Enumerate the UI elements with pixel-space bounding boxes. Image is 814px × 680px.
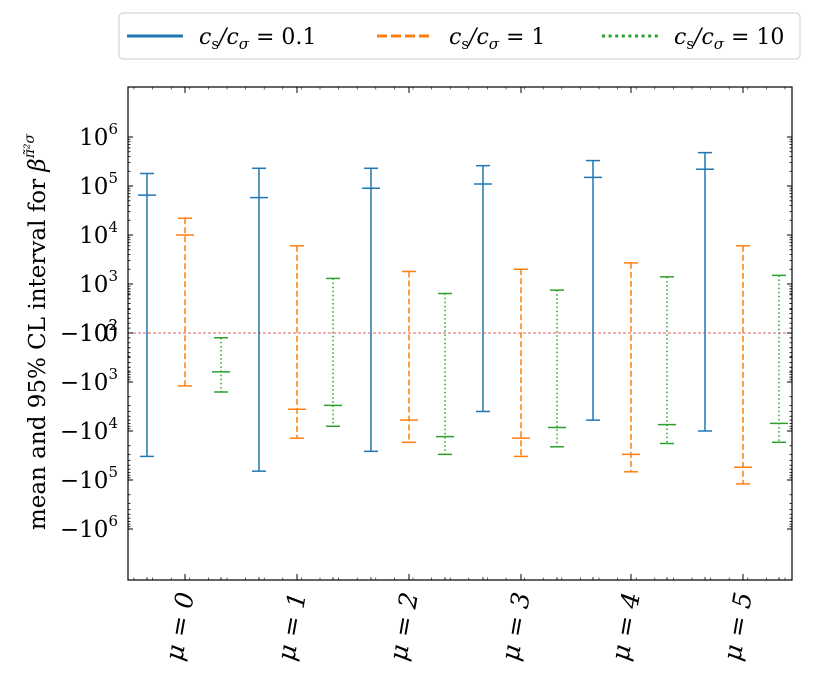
errorbar-2-3: [548, 289, 566, 448]
legend-entry-2: cs/cσ = 10: [602, 25, 784, 53]
y-tick-label: 105: [79, 169, 118, 200]
errorbar-2-0: [212, 336, 230, 393]
errorbar-0-2: [362, 167, 380, 453]
legend-entry-1: cs/cσ = 1: [377, 25, 545, 53]
legend: cs/cσ = 0.1 cs/cσ = 1 cs/cσ = 10: [118, 12, 801, 60]
errorbar-0-5: [696, 151, 714, 432]
errorbar-2-1: [324, 277, 342, 428]
plot-area: [127, 86, 793, 581]
x-tick-label: μ = 5: [717, 590, 758, 663]
y-tick-label: −104: [60, 414, 118, 445]
errorbar-2-5: [770, 274, 788, 444]
errorbar-0-1: [250, 167, 268, 472]
y-tick-label: 106: [79, 120, 118, 151]
legend-entry-0: cs/cσ = 0.1: [127, 25, 316, 53]
x-tick-label: μ = 0: [159, 590, 200, 663]
x-tick-label: μ = 3: [495, 590, 536, 663]
errorbar-1-0: [176, 217, 194, 387]
x-tick-label: μ = 2: [383, 590, 424, 663]
y-tick-label: 103: [79, 267, 118, 298]
y-axis-label: mean and 95% CL interval for βπ̃²σ: [22, 133, 51, 530]
legend-label: cs/cσ = 0.1: [199, 25, 316, 53]
legend-box: [118, 12, 801, 60]
y-tick-label: −105: [60, 463, 118, 494]
errorbar-0-0: [138, 172, 156, 458]
y-tick-label: 104: [79, 218, 118, 249]
errorbar-2-4: [658, 276, 676, 445]
y-tick-label: −106: [60, 512, 118, 543]
errorbar-1-5: [734, 245, 752, 485]
errorbar-1-4: [622, 262, 640, 473]
legend-label: cs/cσ = 1: [449, 25, 545, 53]
errorbar-0-4: [584, 159, 602, 421]
y-tick-label: 102: [79, 316, 118, 347]
x-tick-label: μ = 4: [605, 590, 646, 663]
x-tick-label: μ = 1: [271, 590, 312, 663]
errorbar-0-3: [474, 164, 492, 413]
y-tick-label: 0: [103, 321, 118, 347]
legend-label: cs/cσ = 10: [674, 25, 784, 53]
errorbar-2-2: [436, 292, 454, 456]
y-tick-label: −103: [60, 365, 118, 396]
errorbar-1-2: [400, 270, 418, 444]
x-axis: μ = 0 μ = 1 μ = 2 μ = 3 μ = 4 μ = 5: [133, 87, 786, 663]
y-tick-label: −102: [60, 316, 118, 347]
errorbar-1-1: [288, 245, 306, 439]
errorbar-1-3: [512, 268, 530, 458]
plot-frame: [127, 86, 793, 581]
